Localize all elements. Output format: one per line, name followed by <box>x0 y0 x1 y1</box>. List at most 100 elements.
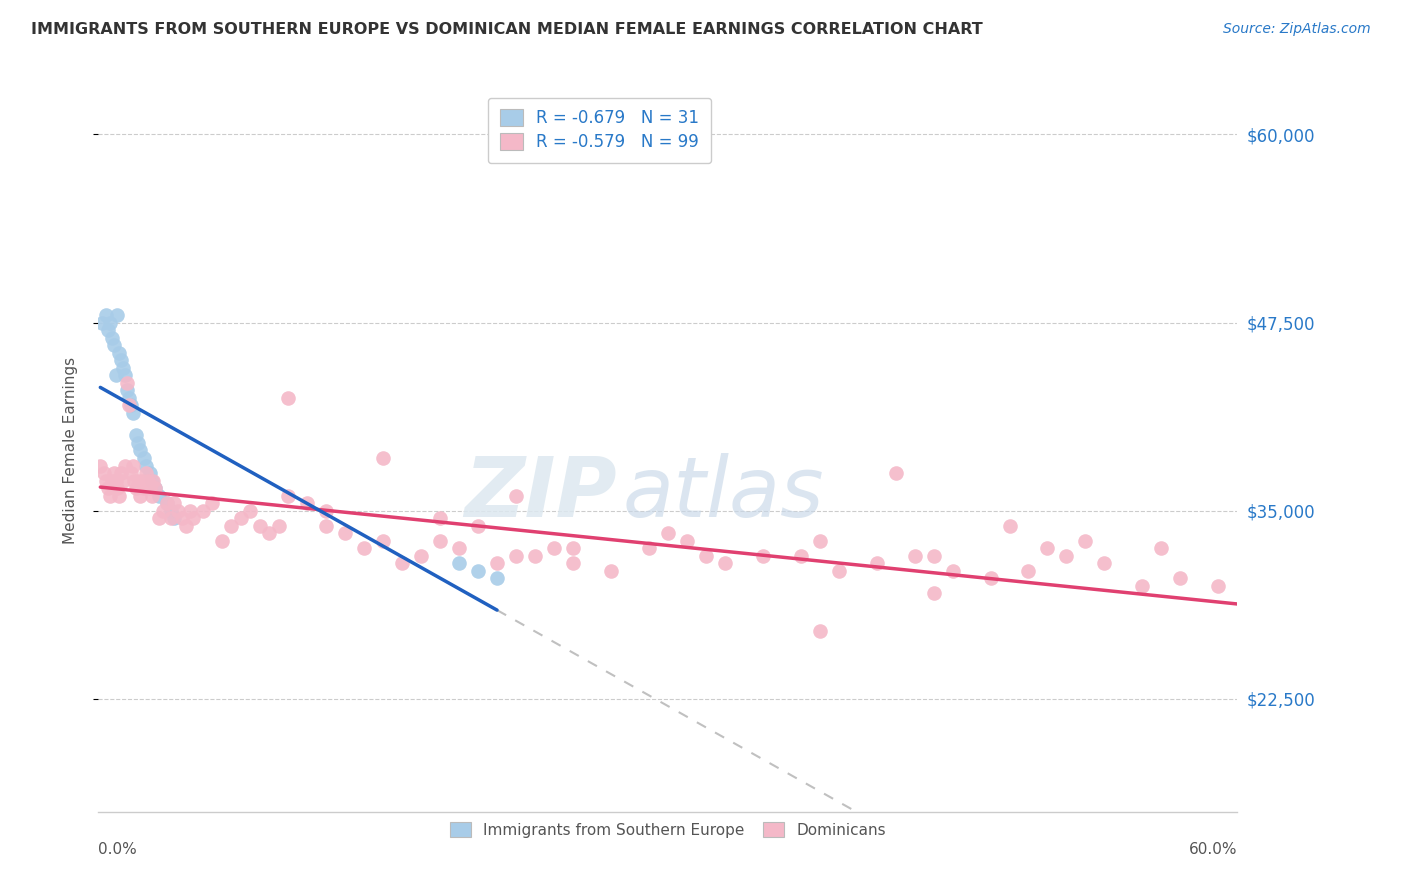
Point <box>179 503 201 517</box>
Point <box>335 526 357 541</box>
Point <box>790 549 813 563</box>
Point <box>695 549 717 563</box>
Point <box>114 368 136 383</box>
Point <box>103 338 125 352</box>
Point <box>127 474 149 488</box>
Point <box>156 496 179 510</box>
Point <box>103 466 125 480</box>
Point <box>429 533 451 548</box>
Point <box>866 557 889 571</box>
Point <box>808 533 831 548</box>
Point <box>145 481 167 495</box>
Point <box>174 518 197 533</box>
Text: 60.0%: 60.0% <box>1189 842 1237 857</box>
Point <box>94 474 117 488</box>
Point <box>600 564 623 578</box>
Point <box>315 503 337 517</box>
Point <box>524 549 547 563</box>
Point <box>221 518 243 533</box>
Point <box>562 541 585 556</box>
Point <box>127 436 149 450</box>
Point <box>107 308 129 322</box>
Point <box>1074 533 1097 548</box>
Point <box>486 571 509 585</box>
Point <box>125 481 148 495</box>
Point <box>91 316 114 330</box>
Point <box>100 330 122 344</box>
Point <box>979 571 1001 585</box>
Point <box>904 549 927 563</box>
Point <box>121 458 143 473</box>
Point <box>1056 549 1078 563</box>
Point <box>98 316 121 330</box>
Point <box>170 511 193 525</box>
Point <box>93 466 115 480</box>
Point <box>1018 564 1040 578</box>
Point <box>132 481 155 495</box>
Y-axis label: Median Female Earnings: Median Female Earnings <box>63 357 77 544</box>
Point <box>163 511 186 525</box>
Point <box>543 541 565 556</box>
Point <box>353 541 375 556</box>
Point <box>1094 557 1116 571</box>
Point <box>1132 579 1154 593</box>
Point <box>391 557 413 571</box>
Point <box>107 481 129 495</box>
Point <box>120 466 142 480</box>
Point <box>191 503 214 517</box>
Point <box>142 474 165 488</box>
Point <box>429 511 451 525</box>
Text: IMMIGRANTS FROM SOUTHERN EUROPE VS DOMINICAN MEDIAN FEMALE EARNINGS CORRELATION : IMMIGRANTS FROM SOUTHERN EUROPE VS DOMIN… <box>31 22 983 37</box>
Point <box>97 323 120 337</box>
Point <box>183 511 205 525</box>
Point <box>259 526 281 541</box>
Point <box>676 533 699 548</box>
Point <box>297 496 319 510</box>
Point <box>135 466 157 480</box>
Point <box>97 481 120 495</box>
Text: atlas: atlas <box>623 453 824 534</box>
Point <box>114 458 136 473</box>
Point <box>449 541 471 556</box>
Point <box>115 376 138 390</box>
Point <box>125 428 148 442</box>
Point <box>201 496 224 510</box>
Point <box>1150 541 1173 556</box>
Point <box>922 586 945 600</box>
Point <box>638 541 661 556</box>
Point <box>159 503 181 517</box>
Point <box>828 564 851 578</box>
Legend: Immigrants from Southern Europe, Dominicans: Immigrants from Southern Europe, Dominic… <box>443 815 893 844</box>
Point <box>371 533 394 548</box>
Point <box>1036 541 1059 556</box>
Point <box>152 503 174 517</box>
Point <box>141 489 163 503</box>
Point <box>315 518 337 533</box>
Point <box>104 474 127 488</box>
Point <box>1046 820 1069 834</box>
Point <box>467 518 489 533</box>
Point <box>657 526 679 541</box>
Point <box>942 564 965 578</box>
Point <box>277 391 299 405</box>
Point <box>108 345 131 359</box>
Point <box>1208 579 1230 593</box>
Point <box>110 466 132 480</box>
Point <box>129 443 152 458</box>
Point <box>104 368 127 383</box>
Point <box>100 474 122 488</box>
Point <box>112 474 135 488</box>
Point <box>167 503 190 517</box>
Point <box>239 503 262 517</box>
Point <box>411 549 433 563</box>
Point <box>505 549 527 563</box>
Text: ZIP: ZIP <box>464 453 617 534</box>
Point <box>110 353 132 368</box>
Point <box>211 533 233 548</box>
Point <box>467 564 489 578</box>
Point <box>131 474 153 488</box>
Point <box>148 511 170 525</box>
Point <box>136 474 159 488</box>
Point <box>89 458 111 473</box>
Point <box>118 398 141 412</box>
